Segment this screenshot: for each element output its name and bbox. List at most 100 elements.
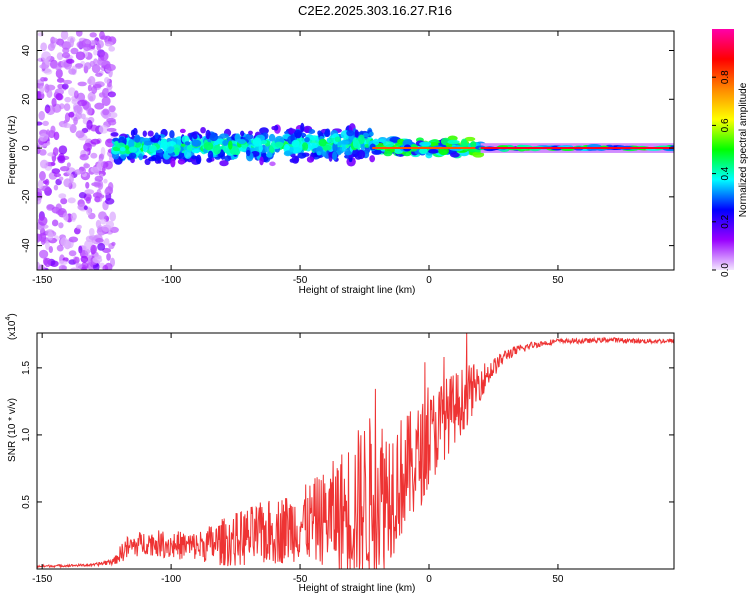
spectrogram-point <box>429 141 439 147</box>
spectrogram-point <box>383 141 395 148</box>
spectrogram-point <box>228 140 233 150</box>
spectrogram-point <box>183 149 192 159</box>
snr-x-tick-label: -150 <box>32 574 52 585</box>
spectrogram-point <box>39 227 46 236</box>
spectrogram-point <box>148 145 157 153</box>
spectrogram-point <box>38 216 48 226</box>
spectrogram-point <box>268 133 276 142</box>
spectrogram-point <box>369 131 374 137</box>
spectrogram-point <box>69 173 74 184</box>
spectrogram-point <box>167 141 177 147</box>
spectrogram-point <box>47 43 56 52</box>
spectrogram-point <box>101 96 111 107</box>
spectrogram-point <box>360 142 366 152</box>
spectrogram-point <box>68 87 76 97</box>
colorbar-tick-label: 0.0 <box>720 263 731 277</box>
spectrogram-point <box>356 149 366 160</box>
spectrogram-point <box>92 192 103 199</box>
spectrogram-point <box>69 37 75 48</box>
spectrogram-point <box>51 219 59 227</box>
spectrogram-point <box>99 218 107 225</box>
colorbar-tick-label: 0.2 <box>720 214 731 228</box>
spectrogram-point <box>357 134 365 145</box>
snr-y-tick-label: 0.5 <box>21 495 32 509</box>
spectrogram-point <box>37 121 43 126</box>
spectrogram-point <box>234 133 241 142</box>
spectrogram-point <box>200 126 206 134</box>
spectrogram-point <box>128 138 135 149</box>
spectrogram-point <box>88 228 95 237</box>
spectrogram-point <box>63 103 71 112</box>
spectrogram-point <box>73 256 80 264</box>
spectrogram-point <box>44 107 51 113</box>
spectrogram-point <box>80 255 88 263</box>
spectrogram-point <box>84 189 95 195</box>
snr-frame <box>36 332 675 570</box>
spectrogram-point <box>142 143 148 153</box>
spectrogram-point <box>75 31 83 37</box>
spectrogram-point <box>55 210 66 216</box>
spectrogram-point <box>56 244 64 252</box>
spectrogram-point <box>44 83 50 94</box>
spectrogram-point <box>205 129 211 140</box>
spectrogram-point <box>58 264 68 270</box>
spectrogram-point <box>307 142 318 150</box>
spectrogram-point <box>112 137 120 143</box>
spectrogram-x-ticks: -150 -100 -50 0 50 <box>32 31 564 286</box>
spectrogram-x-tick-label: 0 <box>426 275 432 286</box>
spectrogram-point <box>47 230 54 241</box>
spectrogram-point <box>130 129 136 137</box>
spectrogram-point <box>52 37 58 43</box>
spectrogram-point <box>93 170 100 175</box>
spectrogram-point <box>41 51 52 62</box>
spectrogram-point <box>58 145 68 155</box>
spectrogram-point <box>174 147 180 156</box>
spectrogram-point <box>184 141 191 146</box>
spectrogram-point <box>59 166 70 172</box>
spectrogram-point <box>240 130 245 137</box>
spectrogram-point <box>76 105 83 115</box>
spectrogram-point <box>354 129 359 138</box>
spectrogram-y-axis-label: Frequency (Hz) <box>7 116 18 185</box>
spectrogram-point <box>191 155 197 160</box>
snr-y-ticks: 0.5 1.0 1.5 <box>21 360 674 509</box>
spectrogram-point <box>92 256 103 264</box>
snr-plot-area <box>37 333 674 569</box>
spectrogram-point <box>213 144 221 155</box>
spectrogram-point <box>268 145 275 154</box>
spectrogram-point <box>68 236 79 243</box>
spectrogram-point <box>55 68 63 79</box>
spectrogram-point <box>50 161 56 166</box>
spectrogram-point <box>289 147 294 153</box>
spectrogram-point <box>322 144 332 151</box>
spectrogram-point <box>87 91 96 102</box>
spectrogram-point <box>44 178 50 186</box>
spectrogram-point <box>58 176 64 181</box>
spectrogram-x-axis-label: Height of straight line (km) <box>299 285 416 296</box>
spectrogram-point <box>53 173 62 178</box>
spectrogram-point <box>91 40 98 45</box>
spectrogram-point <box>316 151 321 156</box>
spectrogram-point <box>95 238 104 243</box>
spectrogram-x-tick-label: -50 <box>293 275 308 286</box>
snr-scale-label: (x10 <box>7 320 18 340</box>
spectrogram-point <box>93 49 98 56</box>
colorbar-tick-label: 0.6 <box>720 118 731 132</box>
spectrogram-point <box>81 266 87 270</box>
spectrogram-point <box>179 128 186 134</box>
spectrogram-point <box>94 102 105 110</box>
spectrogram-point <box>101 167 106 172</box>
spectrogram-point <box>75 130 85 139</box>
spectrogram-point <box>107 91 117 98</box>
spectrogram-point <box>109 211 117 222</box>
spectrogram-point <box>77 81 87 87</box>
spectrogram-point <box>39 149 47 156</box>
spectrogram-point <box>78 192 87 199</box>
spectrogram-point <box>96 43 101 51</box>
spectrogram-point <box>75 63 83 69</box>
spectrogram-point <box>419 141 432 147</box>
spectrogram-point <box>39 159 49 169</box>
spectrogram-point <box>55 93 63 101</box>
spectrogram-point <box>39 133 49 142</box>
spectrogram-point <box>58 260 68 266</box>
